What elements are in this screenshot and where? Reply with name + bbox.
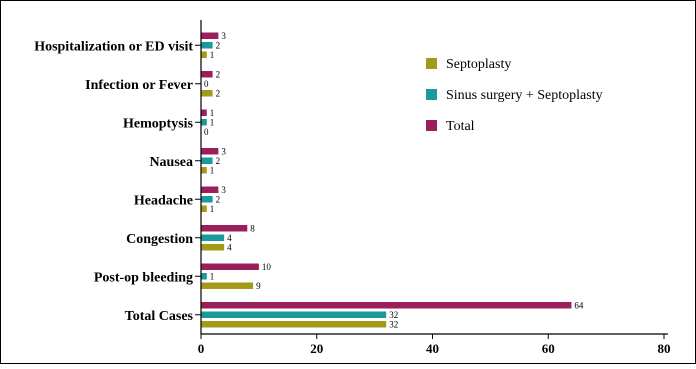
bar-sinus-surgery-septoplasty-headache xyxy=(201,196,213,203)
data-label: 2 xyxy=(216,40,221,50)
data-label: 1 xyxy=(210,117,215,127)
data-label: 2 xyxy=(216,69,221,79)
bar-total-post-op-bleeding xyxy=(201,263,259,270)
bar-total-hospitalization-or-ed-visit xyxy=(201,32,219,39)
bar-septoplasty-post-op-bleeding xyxy=(201,282,254,289)
bar-sinus-surgery-septoplasty-nausea xyxy=(201,157,213,164)
y-tick-label: Post-op bleeding xyxy=(94,270,193,285)
bar-septoplasty-nausea xyxy=(201,167,207,174)
x-tick-label: 40 xyxy=(426,341,439,356)
y-tick-label: Headache xyxy=(134,193,193,208)
data-label: 32 xyxy=(389,319,398,329)
x-tick-label: 80 xyxy=(658,341,671,356)
data-label: 3 xyxy=(221,31,226,41)
x-tick-label: 20 xyxy=(310,341,323,356)
axes-layer: Total Cases Post-op bleeding Congestion Hea… xyxy=(34,20,671,356)
data-label: 32 xyxy=(389,310,398,320)
data-label: 1 xyxy=(210,50,215,60)
bar-sinus-surgery-septoplasty-congestion xyxy=(201,234,225,241)
y-tick-label: Congestion xyxy=(126,232,193,247)
bar-sinus-surgery-septoplasty-hemoptysis xyxy=(201,119,207,126)
legend-label: Total xyxy=(446,119,475,134)
data-label: 4 xyxy=(227,242,232,252)
data-label: 2 xyxy=(216,88,221,98)
bar-septoplasty-headache xyxy=(201,205,207,212)
data-label: 4 xyxy=(227,233,232,243)
bar-sinus-surgery-septoplasty-hospitalization-or-ed-visit xyxy=(201,42,213,49)
data-label: 1 xyxy=(210,271,215,281)
bar-total-infection-or-fever xyxy=(201,71,213,78)
data-label: 10 xyxy=(262,262,272,272)
data-label: 64 xyxy=(574,300,584,310)
bar-total-congestion xyxy=(201,225,248,232)
y-tick-label: Infection or Fever xyxy=(85,78,193,93)
data-label: 3 xyxy=(221,185,226,195)
legend-swatch xyxy=(426,58,437,69)
bar-total-nausea xyxy=(201,148,219,155)
bar-septoplasty-infection-or-fever xyxy=(201,90,213,97)
data-label: 2 xyxy=(216,194,221,204)
y-tick-label: Total Cases xyxy=(125,309,194,324)
bar-total-headache xyxy=(201,186,219,193)
data-label: 9 xyxy=(256,281,261,291)
data-label: 1 xyxy=(210,108,215,118)
x-tick-label: 60 xyxy=(542,341,555,356)
data-label: 1 xyxy=(210,165,215,175)
data-label: 0 xyxy=(204,79,209,89)
legend-label: Septoplasty xyxy=(446,57,511,72)
data-label: 3 xyxy=(221,146,226,156)
legend-swatch xyxy=(426,120,437,131)
data-label: 8 xyxy=(250,223,255,233)
bar-sinus-surgery-septoplasty-total-cases xyxy=(201,311,387,318)
bar-sinus-surgery-septoplasty-post-op-bleeding xyxy=(201,273,207,280)
data-label: 1 xyxy=(210,204,215,214)
legend: Septoplasty Sinus surgery + Septoplasty To… xyxy=(426,57,603,134)
data-label: 2 xyxy=(216,156,221,166)
bar-septoplasty-total-cases xyxy=(201,321,387,328)
bar-septoplasty-congestion xyxy=(201,244,225,251)
legend-label: Sinus surgery + Septoplasty xyxy=(446,88,603,103)
x-tick-label: 0 xyxy=(198,341,205,356)
bar-septoplasty-hospitalization-or-ed-visit xyxy=(201,51,207,58)
y-tick-label: Hospitalization or ED visit xyxy=(34,39,193,54)
legend-swatch xyxy=(426,89,437,100)
data-label: 0 xyxy=(204,127,209,137)
bar-total-total-cases xyxy=(201,302,572,309)
y-tick-label: Nausea xyxy=(149,155,193,170)
y-tick-label: Hemoptysis xyxy=(123,116,194,131)
bar-total-hemoptysis xyxy=(201,109,207,116)
